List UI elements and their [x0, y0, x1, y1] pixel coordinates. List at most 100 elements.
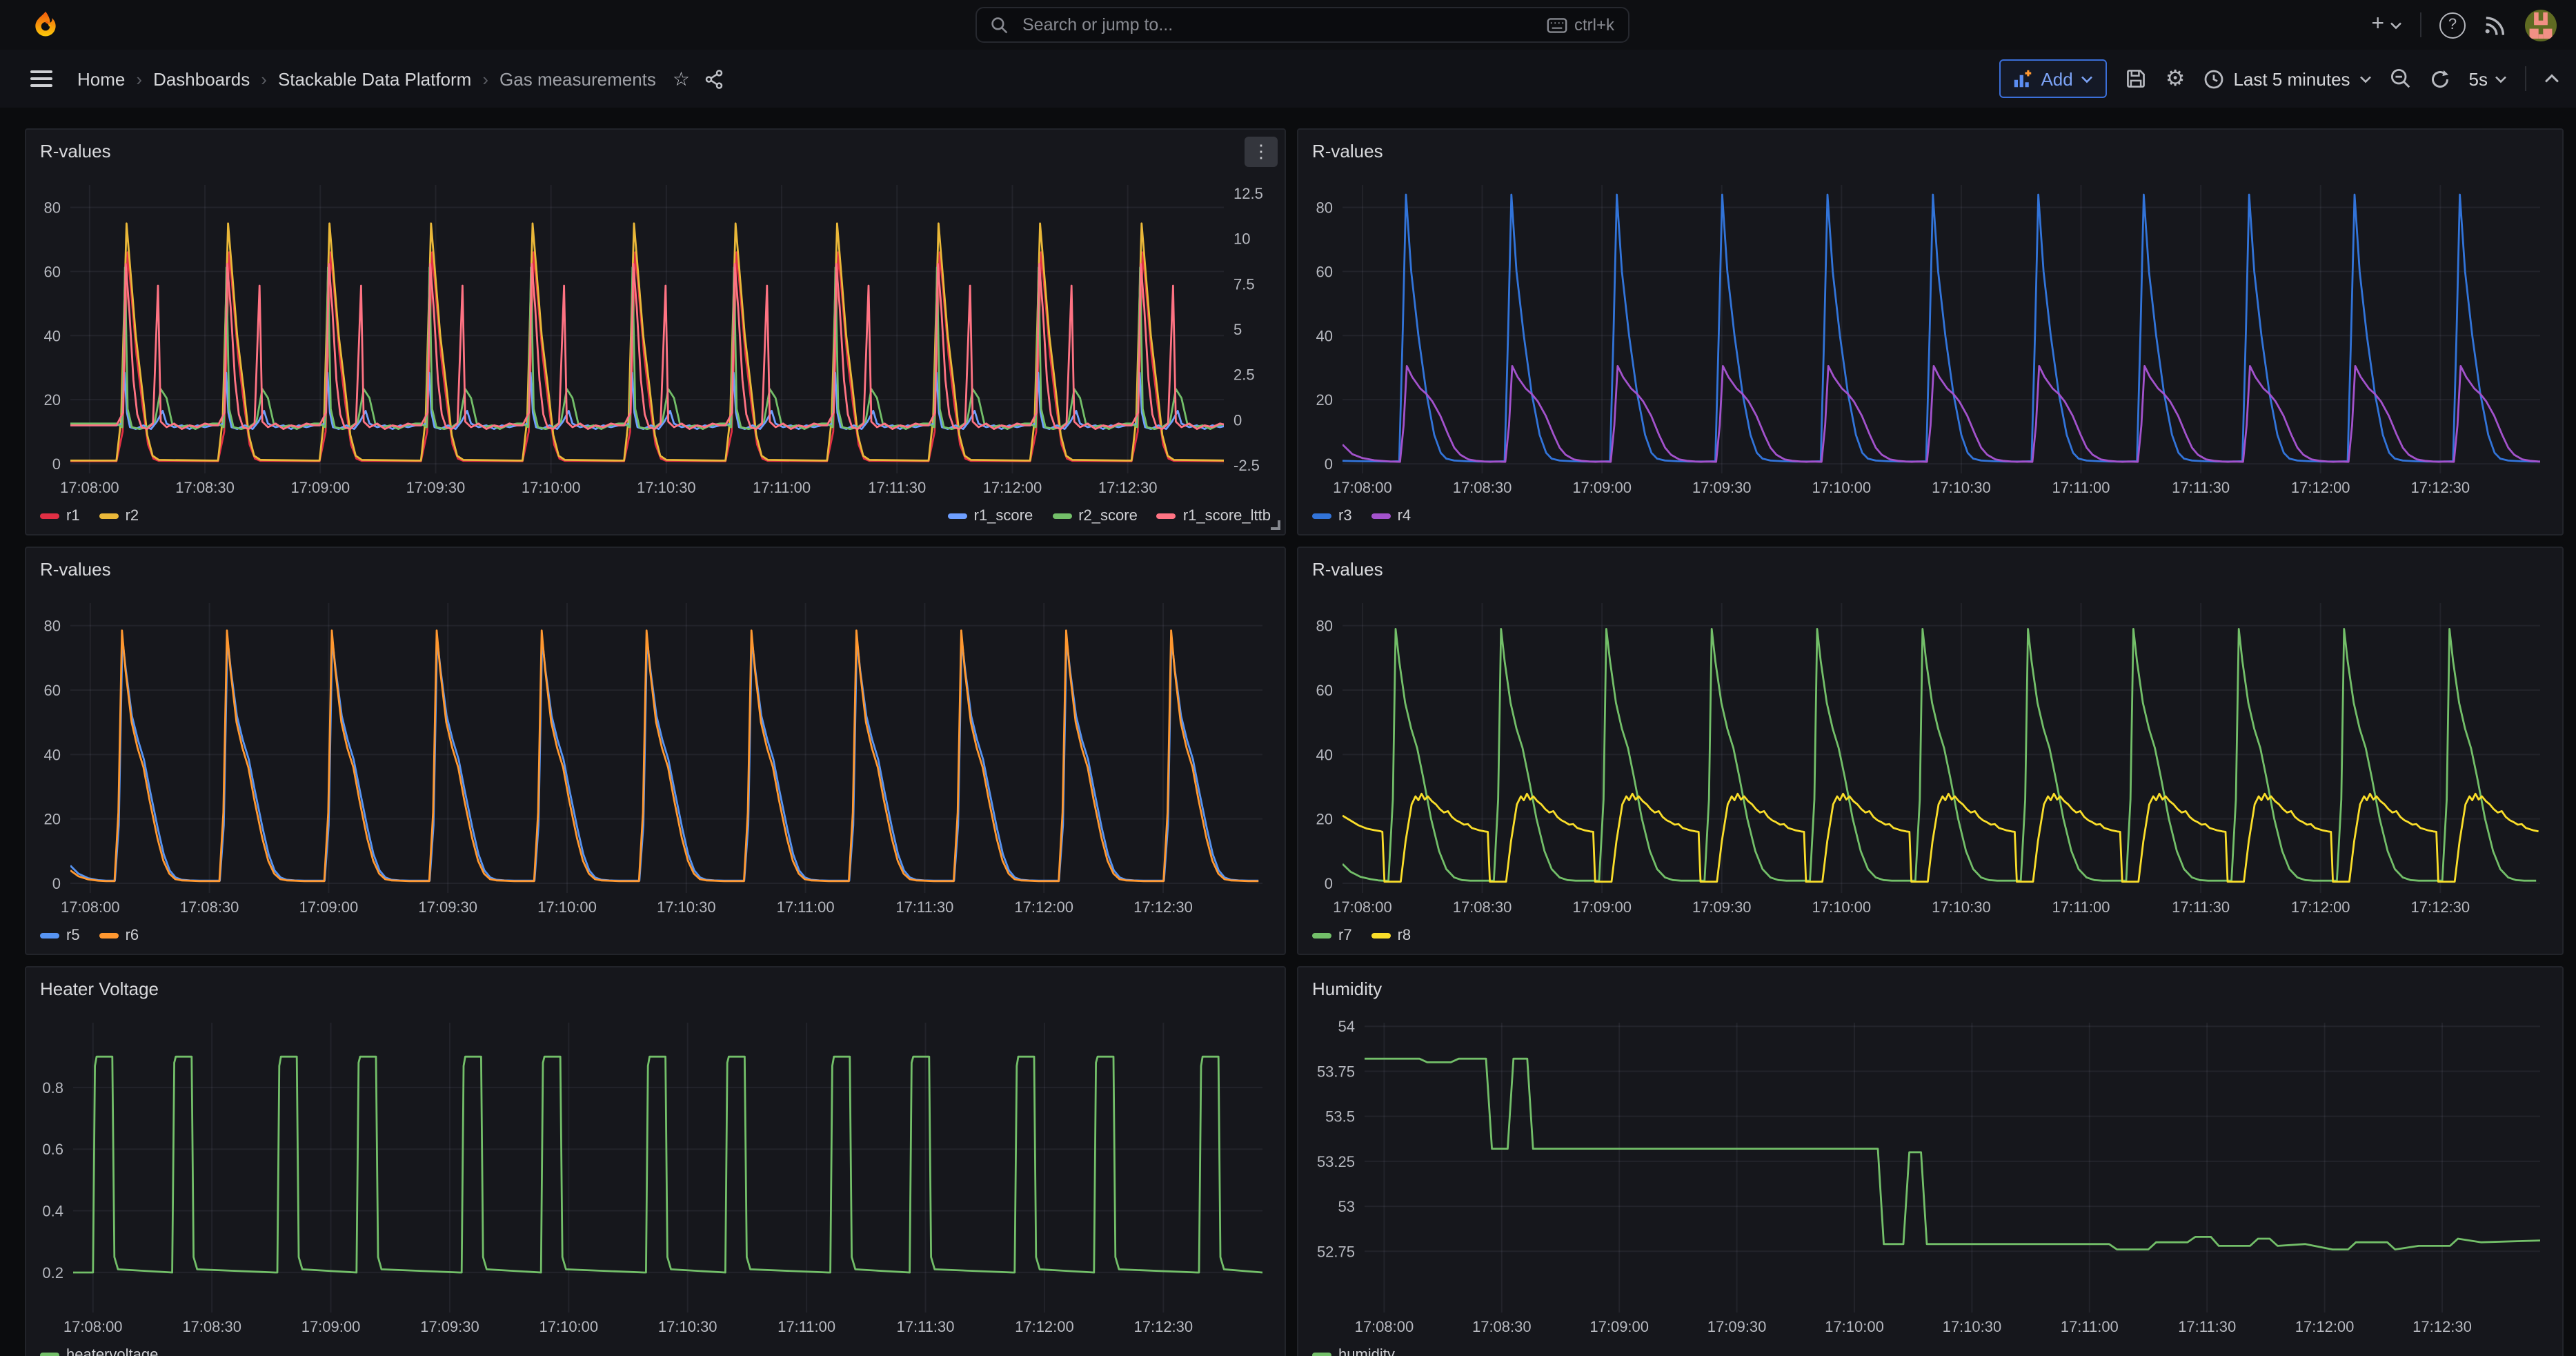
legend-swatch [948, 513, 967, 519]
y-axis-label: 0 [1325, 455, 1333, 473]
legend-swatch [1371, 513, 1391, 519]
panel-title[interactable]: R-values [40, 141, 111, 161]
grafana-logo-icon[interactable] [30, 10, 61, 40]
y-axis-label: 0.6 [42, 1141, 63, 1158]
y-axis-label: 0 [52, 455, 61, 473]
series-r1 [70, 253, 1228, 462]
legend-item-humidity[interactable]: humidity [1312, 1347, 1395, 1356]
new-button[interactable]: + [2371, 12, 2402, 37]
panel-legend: r5 r6 [40, 925, 1271, 947]
breadcrumb-dashboards[interactable]: Dashboards [153, 68, 250, 89]
refresh-interval-picker[interactable]: 5s [2469, 68, 2507, 89]
panel-r-values-3: R-values 17:08:0017:08:3017:09:0017:09:3… [25, 547, 1286, 955]
menu-toggle-button[interactable] [30, 70, 52, 87]
panel-title[interactable]: Heater Voltage [40, 979, 159, 999]
legend-item-r1_score_lttb[interactable]: r1_score_lttb [1157, 508, 1271, 524]
x-axis-label: 17:09:30 [1692, 479, 1752, 496]
timeseries-chart[interactable]: 17:08:0017:08:3017:09:0017:09:3017:10:00… [34, 177, 1276, 498]
toolbar-actions: Add ⚙ Last 5 minutes [1999, 50, 2559, 108]
panel-title[interactable]: R-values [40, 559, 111, 580]
timeseries-chart[interactable]: 17:08:0017:08:3017:09:0017:09:3017:10:00… [1307, 595, 2554, 918]
panel-title[interactable]: Humidity [1312, 979, 1382, 999]
x-axis-label: 17:10:00 [1812, 898, 1872, 916]
user-avatar[interactable] [2525, 9, 2557, 41]
breadcrumb-home[interactable]: Home [77, 68, 125, 89]
global-search[interactable]: ctrl+k [975, 7, 1629, 43]
zoom-out-time-button[interactable] [2390, 68, 2412, 90]
add-panel-button[interactable]: Add [1999, 59, 2107, 98]
legend-item-r2[interactable]: r2 [99, 508, 139, 524]
x-axis-label: 17:11:30 [2172, 898, 2230, 916]
panel-title[interactable]: R-values [1312, 141, 1383, 161]
zoom-out-icon [2390, 68, 2412, 90]
add-panel-icon [2013, 69, 2032, 88]
x-axis-label: 17:08:30 [180, 898, 239, 916]
x-axis-label: 17:12:00 [1015, 1318, 1074, 1335]
time-range-picker[interactable]: Last 5 minutes [2203, 68, 2372, 89]
x-axis-label: 17:08:00 [63, 1318, 123, 1335]
legend-item-r4[interactable]: r4 [1371, 508, 1411, 524]
panel-menu-kebab-icon[interactable]: ⋮ [1245, 137, 1278, 167]
series-r3 [1343, 195, 2544, 462]
legend-item-r1_score[interactable]: r1_score [948, 508, 1033, 524]
right-axis-label: 5 [1233, 321, 1242, 338]
y-axis-label: 0.2 [42, 1264, 63, 1281]
legend-swatch [40, 933, 59, 939]
gear-icon: ⚙ [2166, 65, 2186, 92]
search-input[interactable] [1020, 14, 1536, 36]
share-button[interactable] [704, 68, 724, 89]
collapse-toolbar-chevron-up[interactable] [2544, 73, 2559, 84]
timeseries-chart[interactable]: 17:08:0017:08:3017:09:0017:09:3017:10:00… [1307, 177, 2554, 498]
legend-item-r6[interactable]: r6 [99, 927, 139, 944]
breadcrumb: Home › Dashboards › Stackable Data Platf… [77, 67, 724, 90]
save-dashboard-button[interactable] [2126, 68, 2148, 90]
y-axis-label: 53.25 [1317, 1153, 1355, 1170]
help-button[interactable]: ? [2439, 12, 2466, 38]
legend-swatch [1052, 513, 1071, 519]
x-axis-label: 17:10:30 [637, 479, 696, 496]
legend-item-heatervoltage[interactable]: heatervoltage [40, 1347, 158, 1356]
panel-legend: humidity [1312, 1344, 2548, 1356]
legend-item-r3[interactable]: r3 [1312, 508, 1352, 524]
favorite-star-button[interactable]: ☆ [673, 67, 690, 90]
legend-item-r1[interactable]: r1 [40, 508, 80, 524]
panel-resize-handle[interactable] [1271, 520, 1280, 530]
y-axis-label: 60 [44, 682, 61, 699]
x-axis-label: 17:12:00 [1014, 898, 1073, 916]
breadcrumb-folder[interactable]: Stackable Data Platform [278, 68, 471, 89]
legend-swatch [1312, 513, 1331, 519]
dashboard-settings-button[interactable]: ⚙ [2166, 65, 2186, 92]
legend-swatch [1157, 513, 1176, 519]
x-axis-label: 17:08:00 [61, 898, 120, 916]
legend-item-r8[interactable]: r8 [1371, 927, 1411, 944]
timeseries-chart[interactable]: 17:08:0017:08:3017:09:0017:09:3017:10:00… [34, 1014, 1276, 1337]
timeseries-chart[interactable]: 17:08:0017:08:3017:09:0017:09:3017:10:00… [1307, 1014, 2554, 1337]
x-axis-label: 17:10:00 [1825, 1318, 1884, 1335]
y-axis-label: 0.4 [42, 1203, 63, 1220]
x-axis-label: 17:12:30 [2411, 898, 2470, 916]
save-icon [2126, 68, 2148, 90]
x-axis-label: 17:09:00 [301, 1318, 361, 1335]
x-axis-label: 17:08:00 [60, 479, 119, 496]
y-axis-label: 20 [1316, 811, 1333, 828]
x-axis-label: 17:10:00 [1812, 479, 1872, 496]
y-axis-label: 40 [44, 746, 61, 763]
grafana-dashboard: ctrl+k + ? [0, 0, 2576, 1356]
x-axis-label: 17:09:00 [299, 898, 359, 916]
x-axis-label: 17:12:30 [1134, 1318, 1193, 1335]
refresh-dashboard-button[interactable] [2430, 68, 2451, 89]
right-axis-label: 12.5 [1233, 185, 1263, 202]
legend-item-r5[interactable]: r5 [40, 927, 80, 944]
legend-swatch [1371, 933, 1391, 939]
x-axis-label: 17:12:00 [2295, 1318, 2355, 1335]
timeseries-chart[interactable]: 17:08:0017:08:3017:09:0017:09:3017:10:00… [34, 595, 1276, 918]
legend-item-r2_score[interactable]: r2_score [1052, 508, 1138, 524]
x-axis-label: 17:12:00 [983, 479, 1042, 496]
x-axis-label: 17:12:30 [2411, 479, 2470, 496]
clock-icon [2203, 68, 2223, 89]
panel-title[interactable]: R-values [1312, 559, 1383, 580]
legend-item-r7[interactable]: r7 [1312, 927, 1352, 944]
news-rss-icon[interactable] [2484, 13, 2507, 37]
x-axis-label: 17:11:00 [753, 479, 811, 496]
keyboard-icon [1547, 17, 1567, 32]
